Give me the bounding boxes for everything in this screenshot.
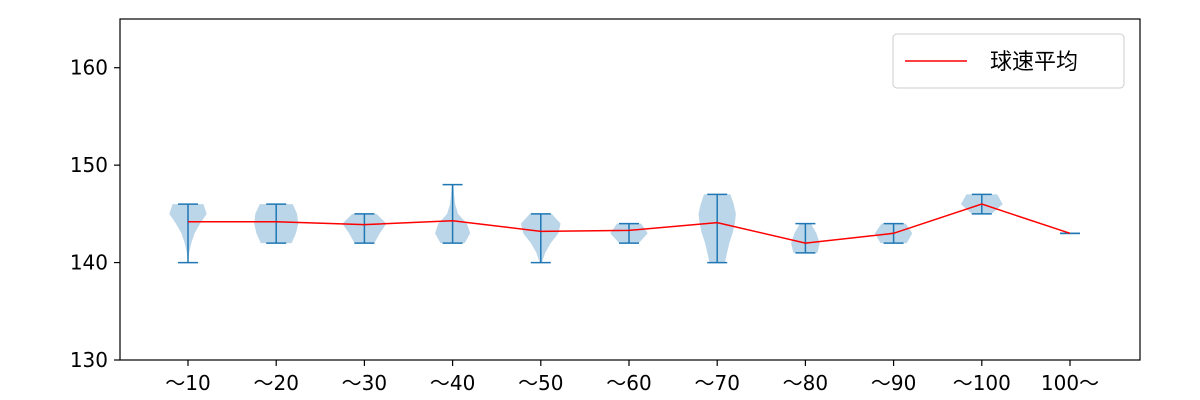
x-tick-label: ～90 [871, 371, 916, 395]
x-tick-label: ～50 [518, 371, 563, 395]
x-tick-label: ～100 [953, 371, 1011, 395]
legend-box [892, 33, 1125, 89]
y-tick-label: 130 [70, 348, 108, 372]
mean-line-group [188, 203, 1071, 244]
x-tick-label: ～40 [430, 371, 475, 395]
x-tick-label: ～20 [253, 371, 298, 395]
violins-group [169, 184, 1003, 263]
plot-frame [119, 18, 1141, 361]
y-tick-label: 140 [70, 251, 108, 275]
y-tick-label: 150 [70, 153, 108, 177]
y-axis: 130 140 150 160 [70, 56, 120, 372]
x-tick-label: 100～ [1041, 371, 1099, 395]
legend: 球速平均 [892, 33, 1125, 89]
x-tick-label: ～80 [783, 371, 828, 395]
legend-label: 球速平均 [990, 50, 1078, 75]
y-tick-label: 160 [70, 56, 108, 80]
x-tick-label: ～60 [606, 371, 651, 395]
whiskers-group [178, 183, 1080, 264]
mean-line [188, 203, 1071, 244]
x-tick-label: ～70 [694, 371, 739, 395]
x-tick-label: ～10 [165, 371, 210, 395]
x-axis: ～10 ～20 ～30 ～40 ～50 ～60 ～70 ～80 ～90 ～100 100～ [165, 360, 1099, 395]
x-tick-label: ～30 [342, 371, 387, 395]
